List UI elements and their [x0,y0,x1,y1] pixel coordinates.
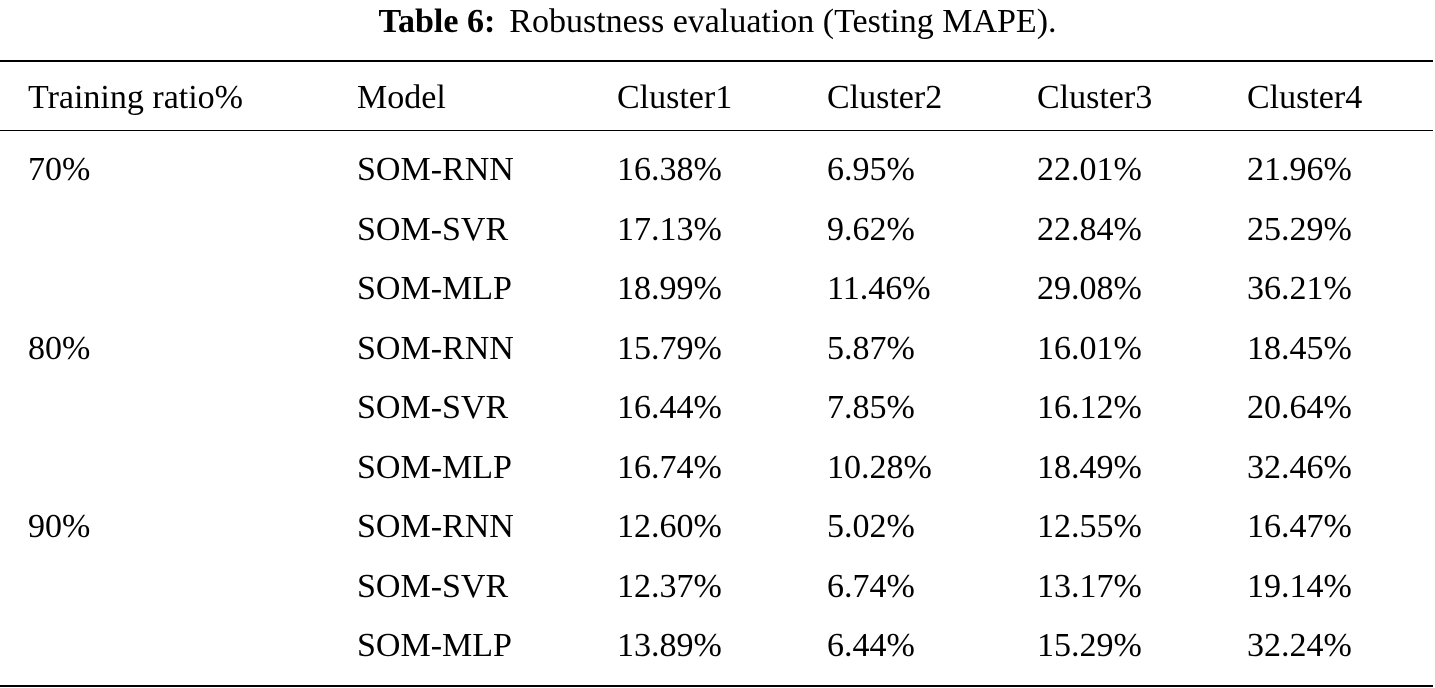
cell-model: SOM-RNN [357,151,514,188]
table-header-rule [0,130,1433,131]
cell-model: SOM-RNN [357,330,514,367]
cell-cluster2: 6.95% [827,151,915,188]
cell-model: SOM-RNN [357,508,514,545]
cell-model: SOM-MLP [357,270,512,307]
cell-cluster3: 22.84% [1037,211,1142,248]
cell-model: SOM-SVR [357,211,509,248]
cell-cluster4: 19.14% [1247,568,1352,605]
table-caption: Table 6: Robustness evaluation (Testing … [0,0,1435,44]
cell-training-ratio: 90% [28,508,91,545]
cell-cluster1: 17.13% [617,211,722,248]
table-caption-label: Table 6: [378,3,496,40]
table-row: 70% SOM-RNN 16.38% 6.95% 22.01% 21.96% [0,140,1435,200]
cell-cluster3: 15.29% [1037,627,1142,664]
cell-model: SOM-SVR [357,389,509,426]
cell-cluster1: 16.38% [617,151,722,188]
cell-cluster3: 22.01% [1037,151,1142,188]
table-header-row: Training ratio% Model Cluster1 Cluster2 … [0,68,1435,128]
table-bottom-rule [0,685,1433,687]
cell-cluster1: 18.99% [617,270,722,307]
cell-cluster2: 6.74% [827,568,915,605]
header-model: Model [357,79,446,116]
header-cluster1: Cluster1 [617,79,733,116]
cell-cluster4: 20.64% [1247,389,1352,426]
cell-cluster2: 6.44% [827,627,915,664]
table-row: SOM-SVR 16.44% 7.85% 16.12% 20.64% [0,378,1435,438]
cell-cluster4: 18.45% [1247,330,1352,367]
cell-cluster1: 12.60% [617,508,722,545]
table-row: SOM-SVR 17.13% 9.62% 22.84% 25.29% [0,200,1435,260]
table-row: SOM-MLP 18.99% 11.46% 29.08% 36.21% [0,259,1435,319]
cell-cluster2: 10.28% [827,449,932,486]
table-row: SOM-SVR 12.37% 6.74% 13.17% 19.14% [0,557,1435,617]
cell-cluster4: 16.47% [1247,508,1352,545]
header-cluster4: Cluster4 [1247,79,1363,116]
table-top-rule [0,60,1433,62]
table-row: 80% SOM-RNN 15.79% 5.87% 16.01% 18.45% [0,319,1435,379]
cell-model: SOM-MLP [357,627,512,664]
cell-cluster2: 11.46% [827,270,931,307]
cell-training-ratio: 80% [28,330,91,367]
cell-cluster2: 5.87% [827,330,915,367]
header-training-ratio: Training ratio% [28,79,244,116]
table-row: SOM-MLP 16.74% 10.28% 18.49% 32.46% [0,438,1435,498]
header-cluster2: Cluster2 [827,79,943,116]
cell-cluster3: 12.55% [1037,508,1142,545]
cell-cluster3: 29.08% [1037,270,1142,307]
cell-training-ratio: 70% [28,151,91,188]
cell-cluster4: 32.24% [1247,627,1352,664]
cell-cluster1: 16.74% [617,449,722,486]
cell-cluster4: 25.29% [1247,211,1352,248]
cell-cluster1: 12.37% [617,568,722,605]
cell-cluster4: 21.96% [1247,151,1352,188]
cell-cluster4: 32.46% [1247,449,1352,486]
cell-model: SOM-SVR [357,568,509,605]
cell-cluster3: 18.49% [1037,449,1142,486]
cell-cluster2: 9.62% [827,211,915,248]
cell-cluster1: 15.79% [617,330,722,367]
cell-cluster2: 7.85% [827,389,915,426]
cell-cluster2: 5.02% [827,508,915,545]
cell-cluster3: 16.01% [1037,330,1142,367]
table-row: 90% SOM-RNN 12.60% 5.02% 12.55% 16.47% [0,497,1435,557]
table-row: SOM-MLP 13.89% 6.44% 15.29% 32.24% [0,616,1435,676]
header-cluster3: Cluster3 [1037,79,1153,116]
cell-cluster1: 16.44% [617,389,722,426]
cell-cluster3: 16.12% [1037,389,1142,426]
table-caption-text: Robustness evaluation (Testing MAPE). [509,3,1057,40]
cell-model: SOM-MLP [357,449,512,486]
cell-cluster4: 36.21% [1247,270,1352,307]
cell-cluster3: 13.17% [1037,568,1142,605]
cell-cluster1: 13.89% [617,627,722,664]
